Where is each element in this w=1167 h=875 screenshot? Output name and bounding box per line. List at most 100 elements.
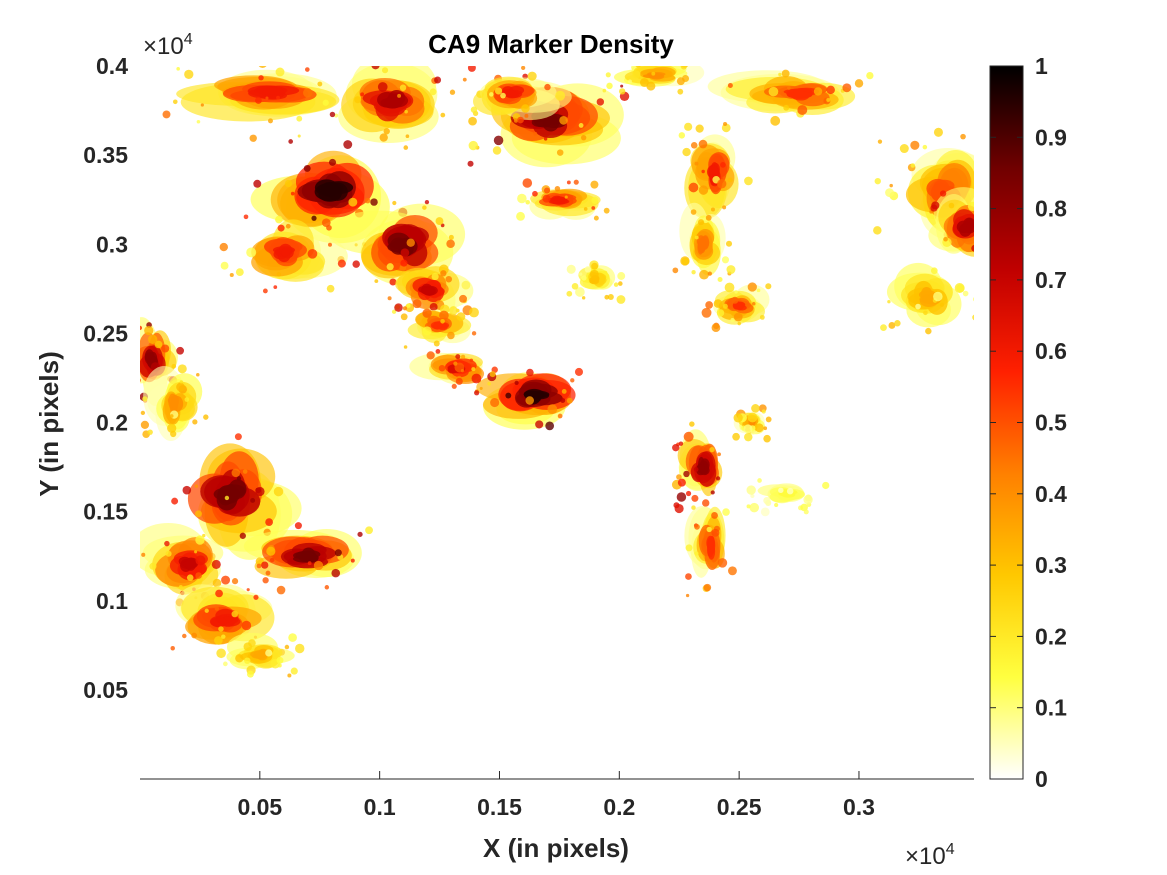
density-speckle xyxy=(517,193,527,204)
density-speckle xyxy=(305,67,310,72)
density-speckle xyxy=(446,239,455,249)
density-speckle xyxy=(365,526,373,535)
density-speckle xyxy=(734,290,738,294)
y-tick-label: 0.25 xyxy=(83,320,128,346)
density-speckle xyxy=(760,507,770,517)
density-speckle xyxy=(243,642,253,651)
density-region xyxy=(249,133,409,249)
density-speckle xyxy=(191,632,198,639)
density-speckle xyxy=(682,147,691,157)
density-speckle xyxy=(231,468,241,478)
density-speckle xyxy=(933,127,943,137)
density-speckle xyxy=(678,132,686,139)
density-speckle xyxy=(329,111,336,118)
density-speckle xyxy=(149,562,157,570)
density-speckle xyxy=(759,314,765,320)
density-speckle xyxy=(535,420,544,429)
density-blob xyxy=(420,287,435,295)
density-speckle xyxy=(435,349,441,354)
density-speckle xyxy=(404,109,408,114)
density-speckle xyxy=(195,572,202,579)
density-speckle xyxy=(287,673,292,678)
density-speckle xyxy=(467,66,476,72)
density-speckle xyxy=(487,381,491,386)
density-speckle xyxy=(783,104,790,111)
colorbar-tick-label: 0.8 xyxy=(1035,196,1067,222)
density-speckle xyxy=(757,478,762,483)
density-blob xyxy=(786,91,813,99)
density-speckle xyxy=(195,555,206,566)
density-speckle xyxy=(564,195,568,199)
density-speckle xyxy=(676,77,685,86)
density-speckle xyxy=(374,279,379,284)
density-speckle xyxy=(182,485,192,495)
y-ticks: 0.05 0.1 0.15 0.2 0.25 0.3 0.35 0.4 xyxy=(83,53,128,703)
density-speckle xyxy=(429,302,438,311)
density-blob xyxy=(735,301,746,308)
density-speckle xyxy=(746,485,756,495)
density-speckle xyxy=(246,247,257,258)
density-speckle xyxy=(212,578,222,588)
density-speckle xyxy=(140,325,143,331)
density-speckle xyxy=(706,526,712,533)
density-speckle xyxy=(713,299,723,308)
density-speckle xyxy=(717,179,727,189)
density-speckle xyxy=(596,98,605,106)
density-speckle xyxy=(744,176,753,186)
density-region xyxy=(219,214,348,294)
density-speckle xyxy=(726,265,736,275)
density-speckle xyxy=(778,487,784,494)
density-speckle xyxy=(517,116,524,124)
density-speckle xyxy=(888,322,896,329)
x-tick-label: 0.25 xyxy=(717,794,762,820)
density-speckle xyxy=(394,303,403,312)
density-speckle xyxy=(439,310,449,321)
density-speckle xyxy=(561,389,567,394)
density-speckle xyxy=(724,282,735,293)
density-speckle xyxy=(618,281,623,286)
y-tick-label: 0.35 xyxy=(83,142,128,168)
density-speckle xyxy=(939,190,947,197)
density-blob xyxy=(281,246,294,259)
y-exponent-power: 4 xyxy=(184,31,193,48)
density-speckle xyxy=(522,178,533,188)
density-speckle xyxy=(715,476,721,481)
density-speckle xyxy=(307,561,312,566)
density-speckle xyxy=(469,358,474,363)
density-region xyxy=(701,282,772,333)
density-speckle xyxy=(235,268,244,277)
density-speckle xyxy=(275,215,283,224)
density-blob xyxy=(171,394,179,409)
density-speckle xyxy=(250,497,256,503)
density-speckle xyxy=(142,396,148,402)
y-tick-label: 0.3 xyxy=(96,231,128,257)
density-speckle xyxy=(560,398,566,404)
density-speckle xyxy=(640,78,649,87)
density-speckle xyxy=(172,99,178,105)
density-speckle xyxy=(877,139,883,144)
density-speckle xyxy=(176,67,180,71)
density-speckle xyxy=(371,66,380,70)
density-speckle xyxy=(276,656,284,664)
density-speckle xyxy=(223,661,228,667)
density-speckle xyxy=(322,99,329,106)
density-speckle xyxy=(866,71,874,80)
density-speckle xyxy=(761,409,766,414)
density-speckle xyxy=(474,390,480,396)
density-speckle xyxy=(261,561,269,569)
density-speckle xyxy=(171,363,177,369)
density-speckle xyxy=(194,484,199,488)
density-speckle xyxy=(894,320,901,327)
density-speckle xyxy=(242,469,248,474)
density-speckle xyxy=(730,318,735,323)
density-blob xyxy=(707,537,714,549)
density-speckle xyxy=(357,531,363,537)
density-speckle xyxy=(525,396,534,405)
density-speckle xyxy=(763,496,771,505)
density-speckle xyxy=(447,331,455,340)
density-region xyxy=(162,66,340,124)
density-speckle xyxy=(162,110,171,119)
density-speckle xyxy=(543,137,548,141)
density-blob xyxy=(701,235,710,250)
